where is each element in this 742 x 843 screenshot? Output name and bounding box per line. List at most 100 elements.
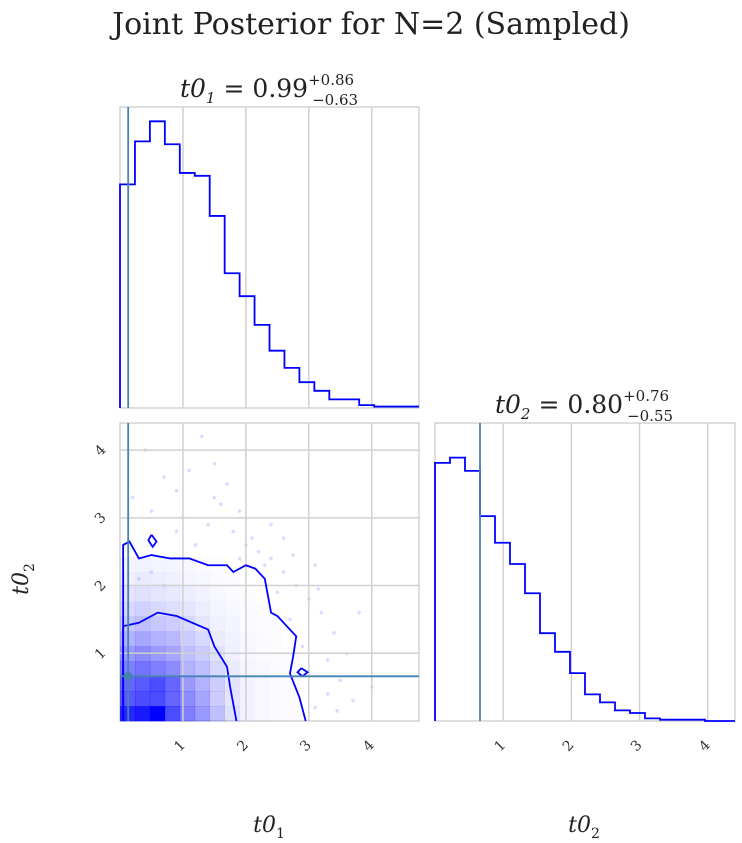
density-cell-0-5 [194, 706, 210, 722]
density-cell-7-9 [255, 602, 270, 617]
density-cell-4-2 [149, 646, 166, 662]
density-cell-5-7 [224, 631, 240, 647]
sample-point-44 [269, 522, 273, 527]
sample-point-20 [325, 692, 330, 696]
density-cell-3-8 [239, 661, 255, 677]
joint-truth-point [123, 671, 133, 681]
density-cell-3-1 [134, 661, 151, 677]
density-cell-3-9 [255, 661, 270, 676]
density-cell-6-1 [134, 616, 151, 632]
joint-xtick-2: 2 [234, 737, 252, 755]
sample-point-48 [335, 709, 339, 713]
t0-1-title-eq: = [223, 74, 244, 103]
joint-xtick-4: 4 [360, 737, 378, 755]
density-cell-5-10 [270, 632, 285, 647]
contour-2 [122, 540, 307, 722]
sample-point-41 [351, 698, 355, 703]
density-cell-7-4 [179, 601, 196, 617]
t0-1-marginal-frame [119, 106, 420, 409]
t0-2-title-plus: +0.76 [623, 387, 669, 405]
density-cell-4-7 [224, 646, 240, 662]
density-cell-9-3 [164, 572, 181, 588]
density-cell-2-5 [194, 676, 210, 692]
density-cell-8-3 [164, 586, 181, 603]
density-cell-0-7 [224, 706, 240, 722]
sample-point-9 [231, 529, 236, 534]
sample-point-29 [212, 461, 217, 466]
t0-1-panel-title: t01 = 0.99+0.86 −0.63 [180, 71, 358, 109]
sample-point-4 [174, 529, 179, 534]
density-cell-4-10 [270, 647, 285, 662]
density-cell-3-2 [149, 661, 166, 677]
joint-ytick-4: 4 [92, 442, 110, 460]
t0-2-title-value: 0.80 [567, 390, 623, 419]
density-cell-5-3 [164, 631, 181, 647]
sample-point-16 [319, 610, 324, 615]
density-cell-0-3 [164, 706, 181, 722]
t0-2-title-var: t0 [495, 390, 521, 419]
density-cell-1-3 [164, 691, 181, 707]
sample-point-2 [149, 570, 154, 574]
joint-ytick-2: 2 [92, 577, 110, 595]
t0-1-title-value: 0.99 [252, 74, 308, 103]
density-cell-8-6 [210, 587, 225, 602]
joint-posterior-panel: 1 2 3 4 1 2 3 4 [92, 422, 420, 755]
t0-2-ylabel-sub: 2 [22, 563, 38, 572]
joint-ytick-1: 1 [92, 645, 110, 663]
t0-2-title-sub: 2 [520, 405, 531, 423]
density-cell-8-7 [225, 587, 240, 602]
density-cell-2-4 [179, 676, 196, 692]
density-cell-5-1 [134, 631, 151, 647]
density-cell-3-10 [270, 661, 285, 676]
density-cell-8-1 [134, 586, 151, 603]
sample-point-31 [174, 488, 179, 493]
density-cell-1-5 [194, 691, 210, 707]
density-cell-7-1 [134, 601, 151, 617]
density-cell-1-2 [149, 691, 166, 707]
sample-point-33 [149, 509, 154, 513]
sample-point-43 [357, 610, 362, 615]
sample-point-38 [281, 536, 286, 540]
density-cell-2-3 [164, 676, 181, 692]
t0-1-histogram [119, 120, 419, 408]
t0-2-xlabel-sub: 2 [591, 826, 600, 842]
density-cell-5-8 [240, 632, 255, 647]
t0-2-marginal-xtick-1: 1 [492, 737, 510, 755]
density-cell-6-3 [164, 616, 181, 632]
density-cell-0-1 [134, 706, 151, 722]
figure-title: Joint Posterior for N=2 (Sampled) [109, 7, 630, 42]
sample-point-32 [162, 475, 166, 479]
sample-point-30 [200, 434, 204, 439]
density-cell-2-1 [134, 676, 151, 692]
sample-point-36 [187, 468, 192, 473]
t0-2-title-minus: −0.55 [627, 407, 673, 425]
t0-1-title-minus: −0.63 [312, 91, 358, 109]
t0-2-marginal-frame [434, 422, 736, 722]
contour-3 [147, 534, 158, 549]
t0-1-title-sub: 1 [206, 89, 216, 107]
joint-xtick-3: 3 [297, 737, 315, 755]
density-cell-10-3 [164, 557, 181, 573]
density-cell-3-5 [194, 661, 210, 677]
density-cell-8-4 [179, 586, 196, 603]
density-cell-6-8 [240, 617, 255, 632]
joint-ytick-3: 3 [92, 510, 110, 528]
density-cell-10-1 [134, 557, 151, 573]
joint-frame [119, 422, 420, 722]
t0-1-xlabel-sub: 1 [276, 826, 285, 842]
density-cell-10-2 [149, 557, 166, 573]
density-cell-5-5 [194, 631, 210, 647]
t0-1-xlabel: t01 [253, 813, 285, 842]
sample-point-22 [300, 644, 305, 649]
density-cell-2-10 [270, 676, 285, 691]
density-cell-6-7 [224, 616, 240, 632]
sample-point-28 [225, 482, 229, 486]
density-cell-6-2 [149, 616, 166, 632]
t0-2-marginal-xtick-4: 4 [696, 737, 714, 755]
density-cell-6-9 [255, 617, 270, 632]
density-cell-4-4 [179, 646, 196, 662]
density-cell-2-8 [239, 676, 255, 692]
density-cell-4-5 [194, 646, 210, 662]
density-cell-1-8 [239, 691, 255, 707]
sample-point-26 [250, 536, 254, 540]
